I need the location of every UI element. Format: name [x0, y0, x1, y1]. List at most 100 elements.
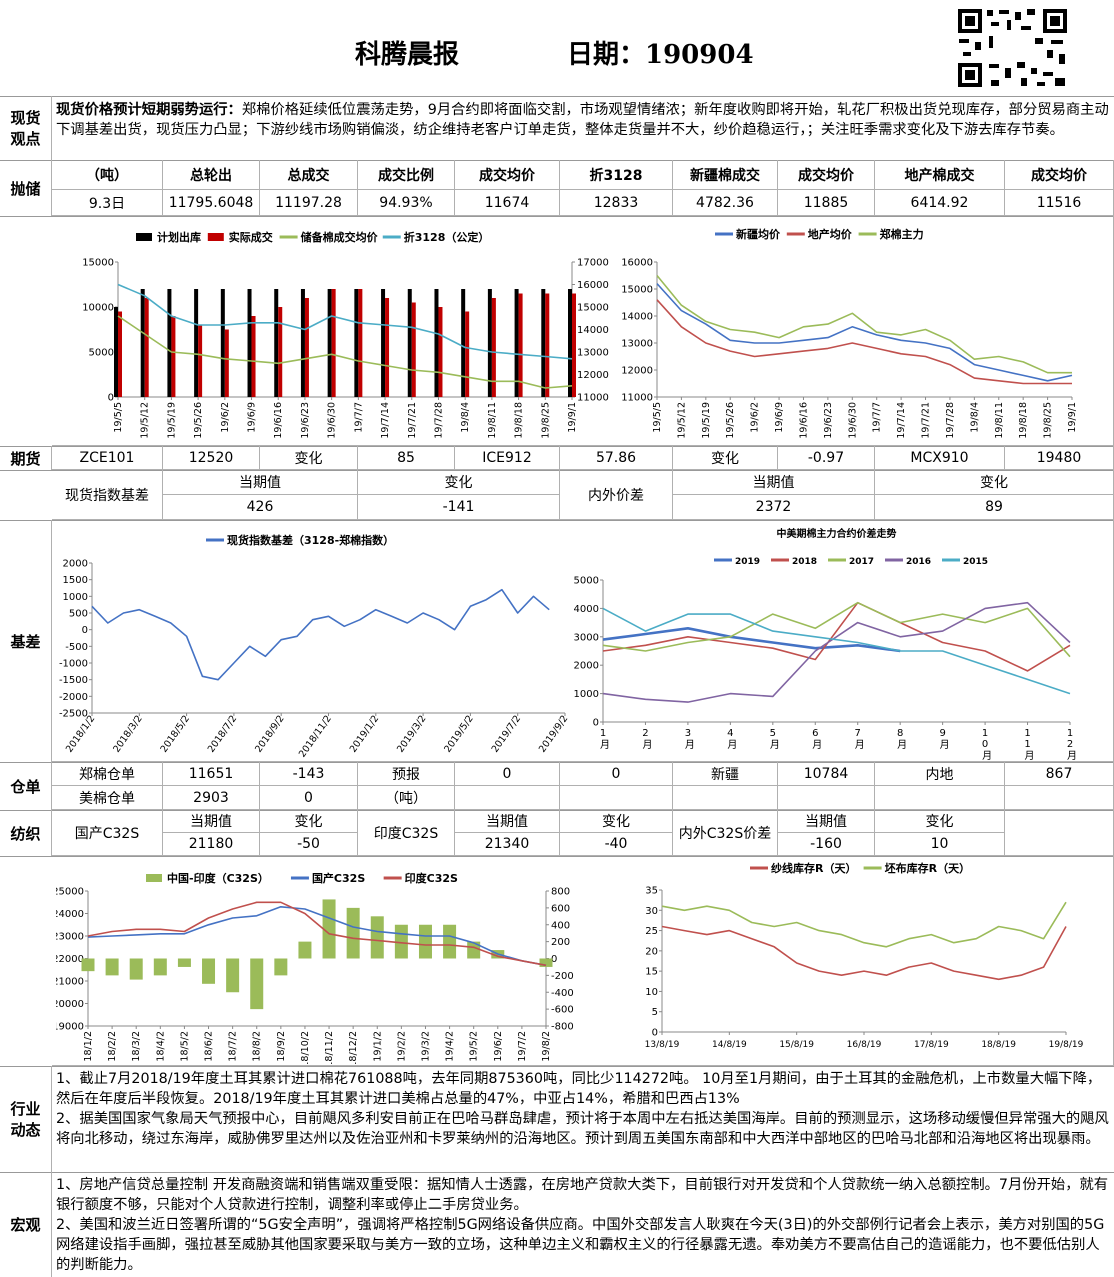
x-tick-label: 8月 — [895, 728, 907, 750]
warehouse-cell: 867 — [1005, 762, 1114, 786]
y2-tick-label: 800 — [551, 887, 570, 898]
legend-label: 现货指数基差（3128-郑棉指数） — [227, 533, 394, 547]
warehouse-cell — [1005, 786, 1114, 810]
y-tick-label: 24000 — [56, 909, 84, 920]
y-tick-label: 13000 — [621, 339, 653, 350]
x-tick-label: 19/8/11 — [487, 402, 498, 439]
x-tick-label: 7月 — [852, 728, 864, 750]
bar — [465, 311, 470, 397]
bar — [220, 289, 225, 397]
legend-label: 2015 — [963, 557, 988, 567]
x-tick-label: 12月 — [1065, 728, 1077, 760]
x-tick-label: 19/6/9 — [774, 402, 785, 433]
x-tick-label: 2月 — [640, 728, 652, 750]
bar — [370, 916, 384, 959]
table-cell — [1005, 810, 1114, 856]
bar — [487, 289, 492, 397]
bar — [461, 289, 466, 397]
section — [0, 470, 1114, 520]
y2-tick-label: 13000 — [577, 348, 609, 359]
y-tick-label: -2000 — [59, 692, 88, 703]
y2-tick-label: 600 — [551, 903, 570, 914]
bar — [118, 311, 122, 397]
bar — [568, 289, 572, 397]
x-tick-label: 19/6/2 — [493, 1031, 504, 1062]
table-header: 变化 — [875, 470, 1114, 495]
x-tick-label: 19/7/7 — [353, 402, 364, 433]
legend-label: 折3128（公定） — [404, 230, 490, 244]
y-tick-label: 0 — [652, 1028, 658, 1039]
y-tick-label: 10 — [645, 987, 658, 998]
line-series — [117, 283, 573, 360]
y-tick-label: 11000 — [621, 393, 653, 404]
y-tick-label: 1000 — [63, 592, 88, 603]
basis-name: 内外价差 — [560, 470, 673, 520]
table-header: 新疆棉成交 — [673, 160, 778, 190]
bar — [358, 289, 363, 397]
table-header: 当期值 — [673, 470, 875, 495]
y2-tick-label: 15000 — [577, 303, 609, 314]
table-cell: 11885 — [778, 190, 875, 216]
x-tick-label: 18/6/2 — [204, 1031, 215, 1062]
x-tick-label: 1月 — [598, 728, 610, 750]
bar — [298, 941, 312, 959]
warehouse-cell: -143 — [260, 762, 358, 786]
futures-cell: ICE912 — [455, 446, 560, 470]
x-tick-label: 19/8/18 — [514, 402, 525, 439]
basis-name: 现货指数基差 — [52, 470, 163, 520]
line-series — [602, 601, 1071, 672]
legend-label: 印度C32S — [405, 871, 458, 885]
bar — [545, 293, 550, 397]
futures-cell: -0.97 — [778, 446, 875, 470]
industry-text: 1、截止7月2018/19年度土耳其累计进口棉花761088吨，去年同期8753… — [52, 1067, 1114, 1172]
x-tick-label: 19/5/19 — [701, 402, 712, 439]
y-tick-label: 15 — [645, 967, 658, 978]
chart: 0 5 10 15 20 25 30 35 13/8/19 14/8/19 15/8/19 16/8/… — [645, 861, 1084, 1050]
bar — [177, 958, 191, 967]
table-cell: 426 — [163, 495, 358, 520]
y2-tick-label: 17000 — [577, 258, 609, 269]
warehouse-cell: 11651 — [163, 762, 260, 786]
table-header: 折3128 — [560, 160, 673, 190]
y-tick-label: 0 — [82, 625, 88, 636]
futures-cell: ZCE101 — [52, 446, 163, 470]
section — [0, 762, 1114, 810]
warehouse-cell — [455, 786, 560, 810]
x-tick-label: 19/7/7 — [872, 402, 883, 433]
bar — [140, 289, 145, 397]
x-tick-label: 2019/7/2 — [490, 713, 523, 754]
chart: 0 5000 10000 15000 11000 12000 13000 14000 15000… — [82, 230, 609, 439]
table-header: 变化 — [260, 810, 358, 833]
futures-cell: 57.86 — [560, 446, 673, 470]
warehouse-cell — [673, 786, 778, 810]
x-tick-label: 19/4/2 — [445, 1031, 456, 1062]
y2-tick-label: 0 — [551, 954, 557, 965]
bar — [381, 289, 386, 397]
table-cell: 11674 — [455, 190, 560, 216]
x-tick-label: 19/8/19 — [1049, 1040, 1084, 1050]
x-tick-label: 18/3/2 — [131, 1031, 142, 1062]
x-tick-label: 18/1/2 — [83, 1031, 94, 1062]
table-cell: 12833 — [560, 190, 673, 216]
x-tick-label: 2019/3/2 — [395, 713, 428, 754]
x-tick-label: 19/5/26 — [193, 402, 204, 439]
legend-swatch — [207, 233, 224, 241]
table-cell: 94.93% — [358, 190, 455, 216]
x-tick-label: 19/5/5 — [113, 402, 124, 433]
y-tick-label: 15000 — [621, 285, 653, 296]
futures-cell: 85 — [358, 446, 455, 470]
table-cell: -50 — [260, 833, 358, 856]
section — [0, 810, 1114, 856]
y-tick-label: 21000 — [56, 977, 84, 988]
y-tick-label: 5000 — [89, 348, 114, 359]
bar — [226, 958, 240, 993]
warehouse-cell: 新疆 — [673, 762, 778, 786]
table-header: 成交均价 — [1005, 160, 1114, 190]
section — [0, 856, 1114, 1066]
x-tick-label: 19/6/2 — [220, 402, 231, 433]
x-tick-label: 19/8/4 — [460, 402, 471, 433]
bar — [167, 289, 172, 397]
table-header: 变化 — [875, 810, 1005, 833]
table-header: 变化 — [358, 470, 560, 495]
industry-item: 1、截止7月2018/19年度土耳其累计进口棉花761088吨，去年同期8753… — [56, 1071, 1102, 1107]
